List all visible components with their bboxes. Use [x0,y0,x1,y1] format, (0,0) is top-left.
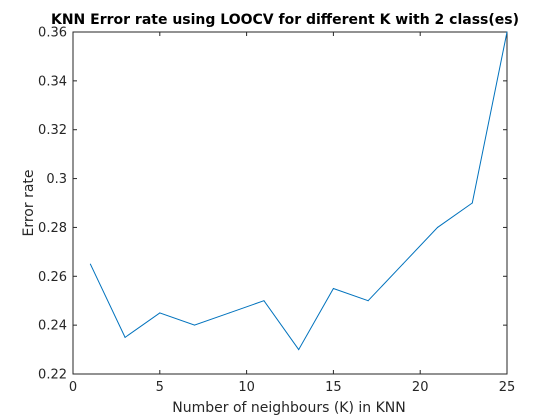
x-tick-label: 20 [412,380,429,395]
data-point [89,263,91,265]
y-tick-label: 0.28 [38,221,67,236]
y-axis: 0.22 0.24 0.26 0.28 0.3 0.32 0.34 0.36 [38,26,507,383]
data-point [402,263,404,265]
data-point [263,300,265,302]
data-point [298,349,300,351]
y-tick-label: 0.32 [38,123,67,138]
data-point [367,300,369,302]
data-point [159,312,161,314]
data-point [332,288,334,289]
x-axis: 0 5 10 15 20 25 [69,32,515,395]
data-point [124,336,126,338]
x-tick-label: 25 [499,380,516,395]
x-tick-label: 0 [69,380,77,395]
plot-area [72,31,508,375]
y-tick-label: 0.26 [38,270,67,285]
data-point [228,312,230,314]
chart-title: KNN Error rate using LOOCV for different… [51,12,519,28]
y-tick-label: 0.36 [38,26,67,41]
x-tick-label: 10 [238,380,255,395]
x-tick-label: 5 [156,380,164,395]
data-point [506,31,508,33]
y-tick-label: 0.3 [46,172,67,187]
y-tick-label: 0.24 [38,319,67,334]
x-axis-label: Number of neighbours (K) in KNN [172,400,406,416]
y-tick-label: 0.22 [38,368,67,383]
y-tick-label: 0.34 [38,74,67,89]
y-axis-label: Error rate [21,169,37,236]
data-point [437,226,439,228]
data-point [194,324,196,326]
series-layer [89,31,508,351]
x-tick-label: 15 [325,380,342,395]
data-point [471,202,473,204]
